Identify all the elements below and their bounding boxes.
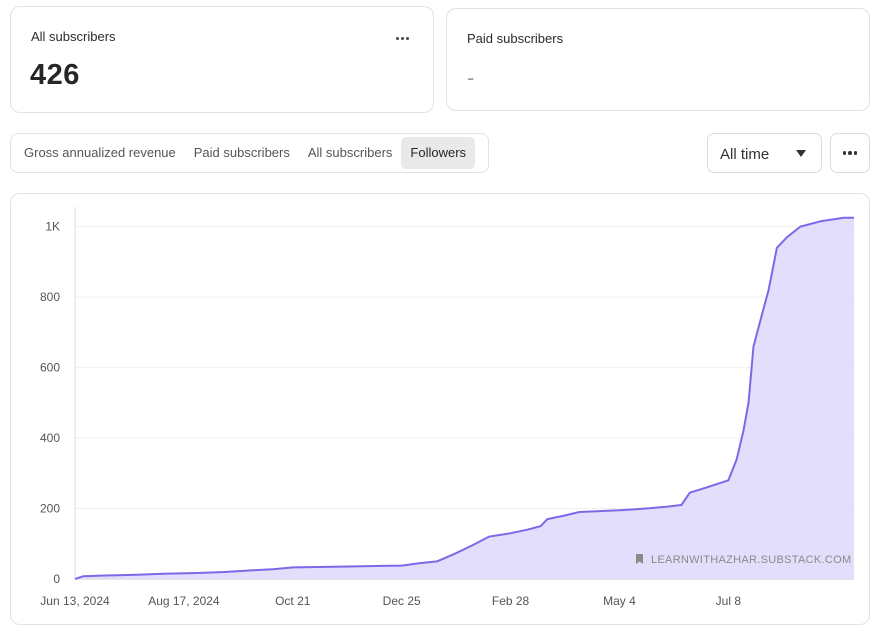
y-tick-label: 0 — [53, 572, 60, 586]
y-tick-label: 200 — [40, 502, 60, 516]
time-range-value: All time — [720, 146, 770, 163]
chart-menu-button[interactable] — [830, 133, 870, 173]
caret-down-icon — [796, 150, 806, 157]
x-tick-label: Feb 28 — [492, 594, 530, 608]
y-tick-label: 1K — [45, 220, 60, 234]
all-subscribers-card: All subscribers 426 — [10, 6, 434, 113]
tab-paid-subscribers[interactable]: Paid subscribers — [193, 145, 290, 160]
followers-chart: 0 200 400 600 800 1K Jun 13, 2024 Aug 17, 2024 O… — [40, 207, 854, 608]
watermark-text: LEARNWITHAZHAR.SUBSTACK.COM — [651, 554, 851, 566]
y-tick-label: 800 — [40, 290, 60, 304]
x-tick-label: Jun 13, 2024 — [40, 594, 110, 608]
time-range-select[interactable]: All time — [707, 133, 822, 173]
paid-subscribers-value: - — [467, 65, 475, 90]
metric-tabs: Gross annualized revenue Paid subscriber… — [10, 133, 489, 173]
paid-subscribers-label: Paid subscribers — [467, 31, 564, 46]
x-tick-label: Jul 8 — [716, 594, 742, 608]
paid-subscribers-card: Paid subscribers - — [446, 8, 870, 111]
x-tick-label: May 4 — [603, 594, 636, 608]
more-horizontal-icon[interactable] — [391, 31, 413, 45]
bookmark-icon — [636, 554, 643, 564]
y-tick-label: 400 — [40, 431, 60, 445]
followers-chart-card: 0 200 400 600 800 1K Jun 13, 2024 Aug 17, 2024 O… — [10, 193, 870, 625]
all-subscribers-label: All subscribers — [31, 29, 116, 44]
more-horizontal-icon — [842, 151, 858, 155]
tab-gross-annualized-revenue[interactable]: Gross annualized revenue — [24, 145, 176, 160]
x-tick-label: Aug 17, 2024 — [148, 594, 220, 608]
x-tick-label: Dec 25 — [383, 594, 421, 608]
tab-followers[interactable]: Followers — [401, 137, 476, 169]
followers-area — [75, 217, 854, 580]
followers-line — [74, 216, 854, 580]
y-tick-label: 600 — [40, 361, 60, 375]
tab-all-subscribers[interactable]: All subscribers — [307, 145, 393, 160]
all-subscribers-value: 426 — [30, 59, 80, 91]
x-tick-label: Oct 21 — [275, 594, 311, 608]
